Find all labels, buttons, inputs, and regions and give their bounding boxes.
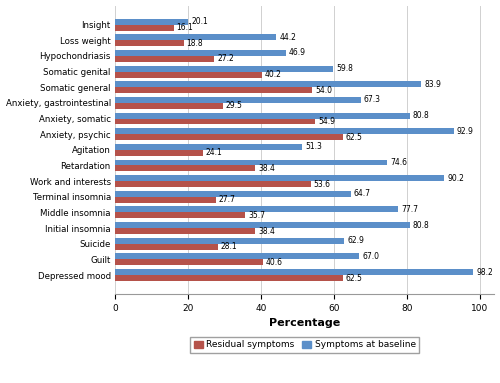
- Text: 59.8: 59.8: [336, 64, 353, 73]
- Text: 67.0: 67.0: [362, 252, 380, 261]
- Bar: [115, 40, 184, 46]
- Bar: [115, 165, 255, 172]
- Text: 62.5: 62.5: [346, 133, 363, 142]
- Text: 44.2: 44.2: [279, 33, 296, 42]
- Bar: [115, 191, 351, 197]
- Bar: [115, 275, 343, 281]
- Bar: [115, 144, 302, 150]
- Text: 90.2: 90.2: [447, 173, 464, 183]
- Text: 62.5: 62.5: [346, 273, 363, 283]
- Bar: [115, 81, 421, 87]
- Bar: [115, 150, 203, 156]
- Text: 80.8: 80.8: [412, 111, 430, 120]
- Text: 92.9: 92.9: [457, 127, 473, 136]
- Text: 27.7: 27.7: [219, 195, 236, 204]
- Text: 46.9: 46.9: [289, 48, 306, 57]
- Bar: [115, 269, 474, 275]
- Text: 24.1: 24.1: [206, 148, 222, 157]
- Bar: [115, 181, 310, 187]
- Text: 64.7: 64.7: [354, 189, 371, 198]
- Bar: [115, 87, 312, 93]
- Bar: [115, 238, 344, 244]
- Text: 18.8: 18.8: [186, 39, 203, 48]
- Text: 83.9: 83.9: [424, 80, 441, 89]
- Bar: [115, 213, 245, 218]
- Bar: [115, 160, 387, 165]
- Text: 40.6: 40.6: [266, 258, 283, 267]
- Bar: [115, 244, 218, 250]
- Bar: [115, 50, 286, 56]
- Bar: [115, 128, 454, 134]
- Bar: [115, 259, 263, 265]
- Text: 98.2: 98.2: [476, 268, 493, 277]
- Bar: [115, 65, 333, 72]
- Text: 16.1: 16.1: [176, 23, 194, 32]
- Text: 80.8: 80.8: [412, 221, 430, 229]
- Legend: Residual symptoms, Symptoms at baseline: Residual symptoms, Symptoms at baseline: [190, 337, 420, 353]
- Text: 38.4: 38.4: [258, 227, 275, 236]
- Text: 38.4: 38.4: [258, 164, 275, 173]
- Bar: [115, 72, 262, 77]
- Bar: [115, 25, 174, 31]
- Text: 51.3: 51.3: [305, 142, 322, 151]
- Bar: [115, 118, 316, 124]
- Bar: [115, 103, 222, 109]
- X-axis label: Percentage: Percentage: [269, 318, 340, 328]
- Bar: [115, 206, 399, 213]
- Bar: [115, 56, 214, 62]
- Text: 67.3: 67.3: [364, 95, 380, 105]
- Text: 28.1: 28.1: [220, 242, 237, 251]
- Bar: [115, 19, 188, 25]
- Bar: [115, 113, 410, 118]
- Text: 27.2: 27.2: [217, 54, 234, 64]
- Text: 20.1: 20.1: [191, 17, 208, 26]
- Text: 53.6: 53.6: [314, 180, 330, 188]
- Bar: [115, 97, 360, 103]
- Bar: [115, 175, 444, 181]
- Bar: [115, 34, 276, 40]
- Bar: [115, 134, 343, 140]
- Bar: [115, 254, 360, 259]
- Text: 54.9: 54.9: [318, 117, 335, 126]
- Bar: [115, 197, 216, 203]
- Text: 54.0: 54.0: [315, 86, 332, 95]
- Text: 29.5: 29.5: [226, 101, 242, 110]
- Text: 62.9: 62.9: [348, 236, 364, 245]
- Text: 40.2: 40.2: [264, 70, 281, 79]
- Text: 35.7: 35.7: [248, 211, 265, 220]
- Text: 77.7: 77.7: [402, 205, 418, 214]
- Text: 74.6: 74.6: [390, 158, 407, 167]
- Bar: [115, 222, 410, 228]
- Bar: [115, 228, 255, 234]
